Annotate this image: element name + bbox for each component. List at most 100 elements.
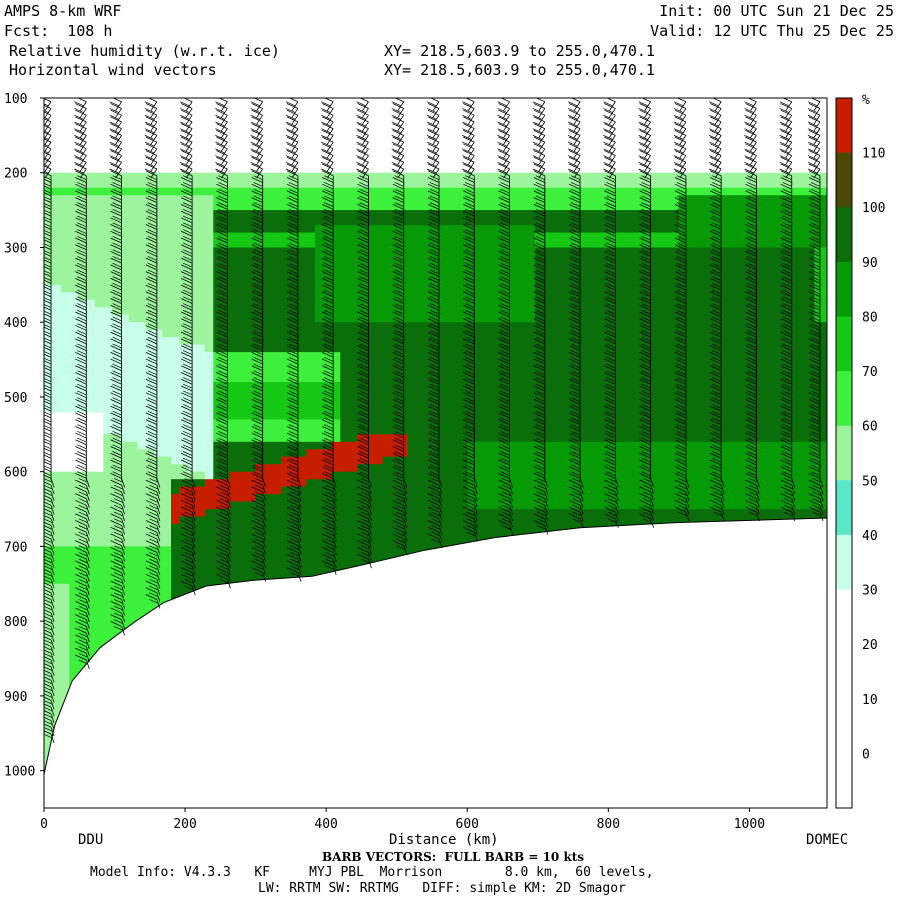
rh-cell [535, 240, 544, 248]
rh-cell [340, 240, 350, 248]
rh-cell [509, 456, 519, 465]
rh-cell [128, 501, 138, 510]
rh-cell [162, 225, 172, 234]
rh-cell [221, 382, 231, 390]
rh-cell [238, 292, 248, 301]
rh-cell [60, 643, 70, 652]
rh-cell [416, 217, 426, 226]
rh-cell [306, 449, 316, 458]
rh-cell [69, 232, 79, 241]
rh-cell [264, 449, 274, 458]
rh-cell [475, 411, 485, 420]
rh-cell [264, 568, 274, 577]
rh-cell [137, 344, 147, 353]
rh-cell [264, 299, 274, 308]
rh-cell [408, 254, 417, 263]
rh-cell [52, 524, 62, 532]
rh-cell [44, 710, 53, 719]
rh-cell [247, 538, 257, 547]
rh-cell [306, 322, 316, 331]
rh-cell [162, 254, 172, 263]
rh-cell [365, 456, 375, 465]
rh-cell [44, 292, 53, 301]
rh-cell [103, 628, 113, 637]
init-time: Init: 00 UTC Sun 21 Dec 25 [659, 2, 894, 20]
rh-cell [44, 583, 53, 592]
rh-cell [204, 359, 214, 368]
rh-cell [475, 486, 485, 495]
rh-cell [306, 232, 316, 241]
rh-cell [543, 307, 553, 316]
rh-cell [374, 411, 384, 420]
rh-cell [213, 449, 223, 458]
rh-cell [213, 561, 223, 570]
rh-cell [44, 269, 53, 278]
rh-cell [281, 441, 290, 450]
rh-cell [306, 367, 316, 376]
rh-cell [348, 441, 358, 450]
rh-cell [120, 172, 130, 181]
rh-cell [306, 172, 316, 181]
rh-cell [171, 553, 180, 562]
rh-cell [424, 284, 434, 293]
rh-cell [86, 389, 96, 398]
rh-cell [230, 374, 240, 383]
rh-cell [475, 269, 485, 278]
rh-cell [323, 225, 333, 234]
rh-cell [103, 516, 113, 525]
rh-cell [213, 396, 223, 405]
rh-cell [238, 509, 248, 518]
rh-cell [543, 374, 553, 383]
rh-cell [103, 187, 113, 196]
rh-cell [475, 382, 485, 390]
rh-cell [60, 636, 70, 645]
rh-cell [391, 516, 401, 525]
rh-cell [518, 240, 527, 248]
rh-cell [77, 240, 87, 248]
rh-cell [297, 524, 307, 532]
rh-cell [213, 441, 223, 450]
rh-cell [52, 254, 62, 263]
rh-cell [171, 322, 180, 331]
rh-cell [450, 329, 460, 338]
rh-cell [433, 367, 443, 376]
rh-cell [509, 404, 519, 413]
rh-cell [255, 538, 265, 547]
rh-cell [323, 419, 333, 428]
rh-cell [501, 382, 511, 390]
rh-cell [314, 299, 324, 308]
rh-cell [221, 247, 231, 256]
rh-cell [509, 337, 519, 346]
rh-cell [111, 479, 121, 488]
rh-cell [52, 710, 62, 719]
rh-cell [484, 292, 494, 301]
rh-cell [484, 262, 494, 271]
rh-cell [289, 374, 299, 383]
rh-cell [543, 217, 553, 226]
rh-cell [484, 299, 494, 308]
rh-cell [128, 269, 138, 278]
rh-cell [247, 479, 257, 488]
rh-cell [289, 307, 299, 316]
rh-cell [323, 501, 333, 510]
rh-cell [458, 411, 468, 420]
rh-cell [492, 494, 502, 503]
rh-cell [526, 314, 536, 323]
rh-cell [492, 367, 502, 376]
rh-cell [120, 254, 130, 263]
rh-cell [424, 382, 434, 390]
rh-cell [204, 449, 214, 458]
rh-cell [230, 396, 240, 405]
rh-cell [433, 389, 443, 398]
rh-cell [492, 434, 502, 443]
rh-cell [518, 195, 527, 204]
rh-cell [171, 434, 180, 443]
rh-cell [69, 187, 79, 196]
rh-cell [281, 486, 290, 495]
rh-cell [289, 232, 299, 241]
rh-cell [424, 486, 434, 495]
rh-cell [475, 195, 485, 204]
rh-cell [391, 284, 401, 293]
rh-cell [484, 449, 494, 458]
rh-cell [509, 202, 519, 211]
